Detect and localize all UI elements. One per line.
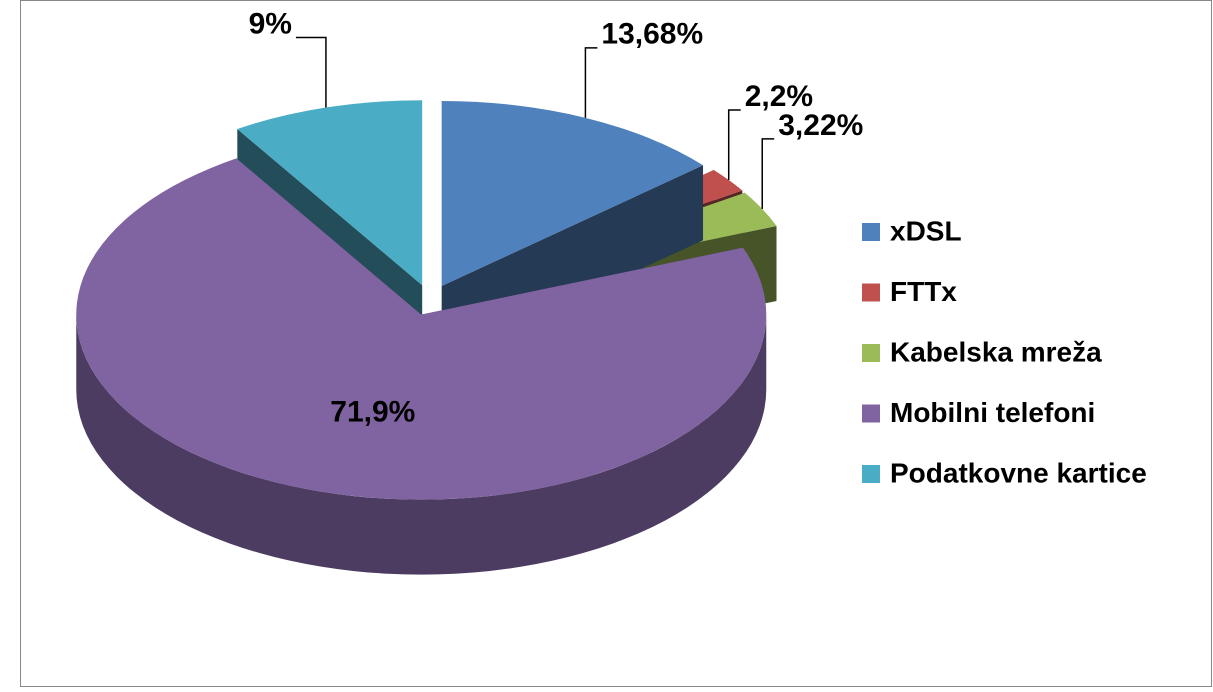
- legend-swatch: [862, 404, 880, 423]
- leader-line: [295, 36, 327, 108]
- legend-swatch: [862, 283, 880, 302]
- legend-label: Podatkovne kartice: [890, 457, 1147, 488]
- slice: [441, 101, 704, 287]
- leader-line: [584, 47, 598, 118]
- slice: [76, 158, 767, 500]
- legend-swatch: [862, 344, 880, 362]
- pie: [76, 100, 777, 575]
- legend-label: FTTx: [890, 276, 957, 307]
- data-label: 3,22%: [778, 109, 863, 142]
- legend-label: Mobilni telefoni: [890, 397, 1095, 428]
- leader-line: [727, 109, 741, 180]
- legend-swatch: [862, 223, 880, 241]
- legend-label: Kabelska mreža: [890, 336, 1102, 367]
- labels: 13,68% 2,2%3,22% 71,9% 9%: [249, 7, 864, 428]
- leader-line: [761, 138, 775, 209]
- data-label: 71,9%: [330, 396, 415, 429]
- legend-label: xDSL: [890, 215, 962, 246]
- slice-side: [76, 314, 767, 575]
- data-label: 13,68%: [601, 18, 703, 51]
- legend: xDSL FTTx Kabelska mreža Mobilni telefoni Po…: [862, 215, 1147, 488]
- slice: [237, 100, 423, 286]
- data-label: 9%: [249, 7, 292, 40]
- data-label: 2,2%: [745, 80, 813, 113]
- legend-swatch: [862, 465, 880, 483]
